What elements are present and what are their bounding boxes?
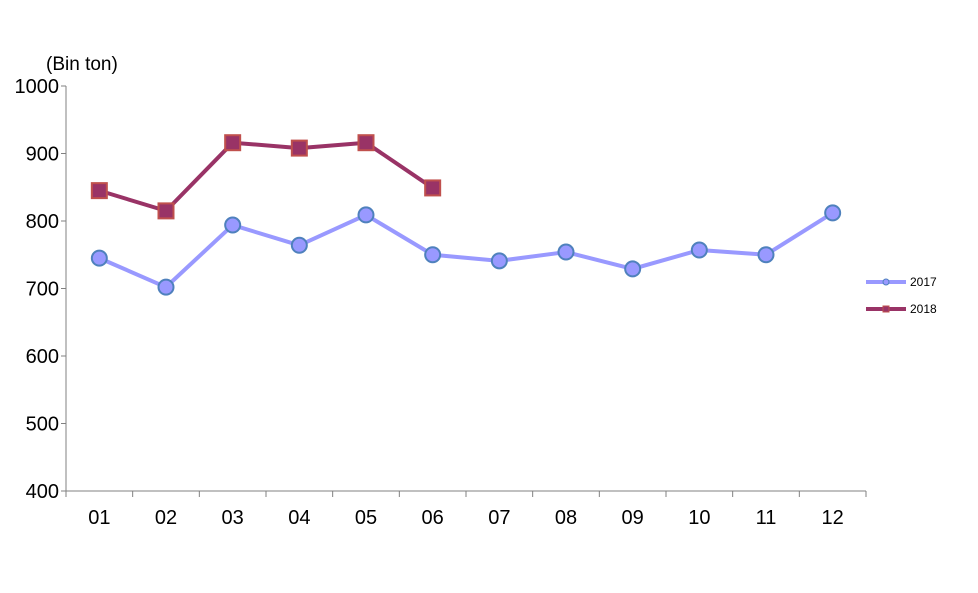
data-point-2017 xyxy=(224,216,242,234)
legend: 2017 2018 xyxy=(866,275,937,316)
x-tick-label: 06 xyxy=(422,507,444,529)
x-tick-label: 09 xyxy=(622,507,644,529)
x-tick-label: 01 xyxy=(88,507,110,529)
x-tick-label: 03 xyxy=(222,507,244,529)
legend-marker xyxy=(882,305,890,313)
data-point-2017 xyxy=(757,246,775,264)
x-tick-label: 02 xyxy=(155,507,177,529)
data-point-2018 xyxy=(157,202,175,220)
data-point-2017 xyxy=(424,246,442,264)
legend-item-2017: 2017 xyxy=(866,275,937,289)
series-2018 xyxy=(90,134,442,220)
data-point-2018 xyxy=(90,182,108,200)
x-tick-label: 10 xyxy=(688,507,710,529)
x-tick-label: 08 xyxy=(555,507,577,529)
y-tick-label: 700 xyxy=(26,279,59,301)
data-point-2017 xyxy=(357,206,375,224)
y-tick-label: 800 xyxy=(26,211,59,233)
legend-marker xyxy=(882,278,890,286)
data-point-2018 xyxy=(424,179,442,197)
series-layer xyxy=(90,134,842,296)
legend-label: 2018 xyxy=(910,302,937,316)
y-tick-label: 500 xyxy=(26,414,59,436)
x-tick-label: 12 xyxy=(822,507,844,529)
data-point-2017 xyxy=(157,278,175,296)
series-line-2017 xyxy=(98,211,834,290)
y-tick-label: 600 xyxy=(26,346,59,368)
data-point-2018 xyxy=(224,134,242,152)
legend-item-2018: 2018 xyxy=(866,302,937,316)
y-tick-label: 1000 xyxy=(15,76,60,98)
x-tick-label: 05 xyxy=(355,507,377,529)
data-point-2017 xyxy=(824,204,842,222)
x-tick-label: 11 xyxy=(756,507,777,529)
x-tick-label: 07 xyxy=(488,507,510,529)
data-point-2018 xyxy=(290,139,308,157)
series-line-2018 xyxy=(98,140,434,213)
data-point-2017 xyxy=(90,249,108,267)
data-point-2017 xyxy=(624,260,642,278)
data-point-2017 xyxy=(690,241,708,259)
y-tick-label: 900 xyxy=(26,144,59,166)
legend-label: 2017 xyxy=(910,275,937,289)
data-point-2017 xyxy=(557,243,575,261)
axes: 400 500 600 700 800 900 1000 01 02 03 04 05 06 07 08 09… xyxy=(15,76,867,529)
data-point-2018 xyxy=(357,134,375,152)
y-tick-label: 400 xyxy=(26,481,59,503)
data-point-2017 xyxy=(290,236,308,254)
x-tick-label: 04 xyxy=(288,507,310,529)
series-2017 xyxy=(90,204,842,296)
y-axis-unit-label: (Bin ton) xyxy=(46,54,118,75)
data-point-2017 xyxy=(490,252,508,270)
